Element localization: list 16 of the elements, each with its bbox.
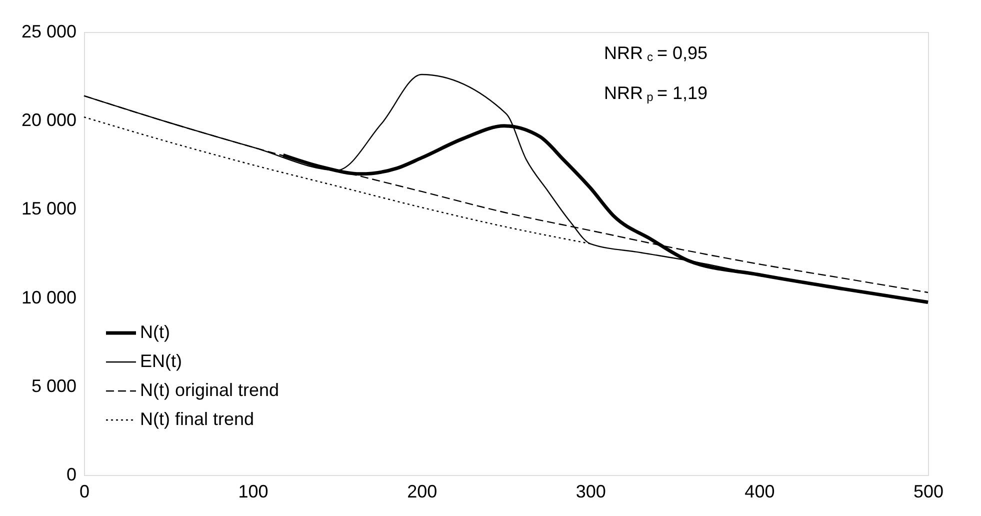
legend-label: N(t) final trend: [140, 409, 254, 429]
y-tick-label: 5 000: [31, 376, 76, 396]
y-tick-label: 20 000: [21, 110, 76, 130]
legend-label: N(t) original trend: [140, 380, 280, 400]
x-tick-label: 400: [744, 482, 775, 502]
y-tick-label: 10 000: [21, 287, 76, 308]
x-tick-label: 0: [79, 482, 90, 502]
x-tick-label: 200: [407, 482, 438, 502]
x-tick-label: 500: [913, 482, 944, 502]
x-tick-label: 300: [576, 482, 606, 502]
y-tick-label: 15 000: [21, 198, 76, 219]
y-tick-label: 25 000: [21, 22, 76, 42]
legend-label: N(t): [140, 322, 170, 342]
y-tick-label: 0: [66, 464, 76, 484]
x-tick-label: 100: [238, 482, 268, 502]
legend-label: EN(t): [140, 351, 182, 371]
